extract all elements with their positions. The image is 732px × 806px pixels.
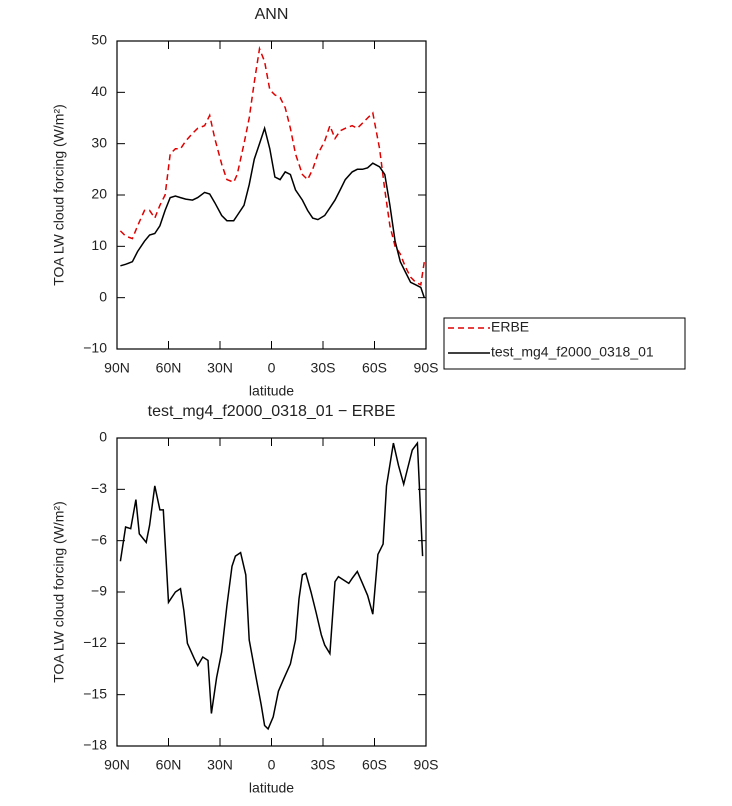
x-tick-label: 60N xyxy=(156,360,182,376)
x-tick-label: 30N xyxy=(207,360,233,376)
y-tick-label: −10 xyxy=(83,340,107,356)
y-tick-label: −18 xyxy=(83,737,107,753)
y-tick-label: 50 xyxy=(91,32,107,48)
x-tick-label: 30N xyxy=(207,757,233,773)
legend-label: test_mg4_f2000_0318_01 xyxy=(491,344,654,360)
data-line xyxy=(119,45,426,286)
x-axis-label: latitude xyxy=(249,383,294,399)
x-tick-label: 30S xyxy=(311,757,336,773)
x-tick-label: 90S xyxy=(414,757,439,773)
y-tick-label: −9 xyxy=(91,583,107,599)
x-axis-label: latitude xyxy=(249,780,294,796)
x-tick-label: 90S xyxy=(414,360,439,376)
plot-frame xyxy=(116,40,427,350)
y-axis-label: TOA LW cloud forcing (W/m²) xyxy=(51,501,67,683)
y-tick-label: −12 xyxy=(83,634,107,650)
x-tick-label: 0 xyxy=(268,757,276,773)
y-tick-label: 0 xyxy=(99,429,107,445)
y-tick-label: −6 xyxy=(91,531,107,547)
x-tick-label: 30S xyxy=(311,360,336,376)
y-tick-label: 40 xyxy=(91,83,107,99)
y-tick-label: 20 xyxy=(91,186,107,202)
data-line xyxy=(119,440,424,731)
y-axis-label: TOA LW cloud forcing (W/m²) xyxy=(51,104,67,286)
y-tick-label: 30 xyxy=(91,134,107,150)
y-tick-label: 0 xyxy=(99,288,107,304)
x-tick-label: 90N xyxy=(104,360,130,376)
x-tick-label: 90N xyxy=(104,757,130,773)
x-tick-label: 0 xyxy=(268,360,276,376)
data-line xyxy=(120,125,426,298)
y-tick-label: −15 xyxy=(83,685,107,701)
chart-title: ANN xyxy=(255,6,289,23)
chart-title: test_mg4_f2000_0318_01 − ERBE xyxy=(148,403,396,420)
y-tick-label: −3 xyxy=(91,480,107,496)
x-tick-label: 60S xyxy=(362,360,387,376)
y-tick-label: 10 xyxy=(91,237,107,253)
legend-label: ERBE xyxy=(491,319,529,335)
x-tick-label: 60S xyxy=(362,757,387,773)
x-tick-label: 60N xyxy=(156,757,182,773)
plot-frame xyxy=(116,437,427,747)
legend-box xyxy=(443,317,686,370)
